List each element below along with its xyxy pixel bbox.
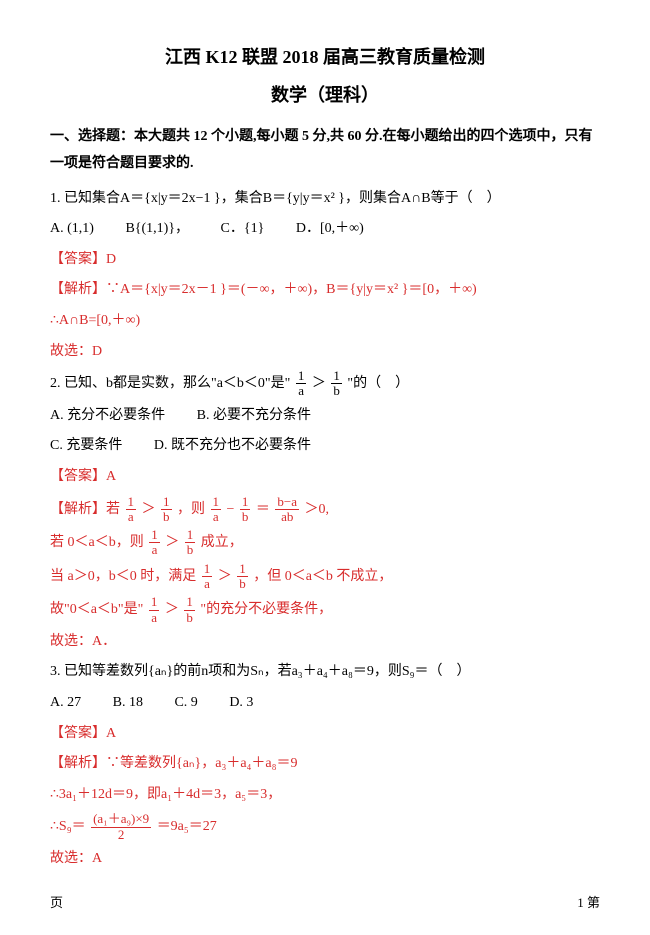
frac-exp3b: 1b (237, 562, 248, 592)
q2-options-row2: C. 充要条件 D. 既不充分也不必要条件 (50, 433, 600, 460)
q1-opt-a: A. (1,1) (50, 216, 94, 243)
q2-opt-c: C. 充要条件 (50, 433, 122, 460)
q1-opt-d: D．[0,＋∞) (296, 216, 364, 243)
q1-explain-1: 【解析】∵A＝{x|y＝2x－1 }＝(－∞，＋∞)，B＝{y|y＝x² }＝[… (50, 277, 600, 304)
section-heading: 一、选择题：本大题共 12 个小题,每小题 5 分,共 60 分.在每小题给出的… (50, 124, 600, 177)
q3-explain-2: ∴3a₁＋12d＝9，即a₁＋4d＝3，a₅＝3， (50, 782, 600, 809)
q1-options: A. (1,1) B{(1,1)}， C．{1} D．[0,＋∞) (50, 216, 600, 243)
footer-right: 1 第 (577, 891, 600, 916)
q3-options: A. 27 B. 18 C. 9 D. 3 (50, 690, 600, 717)
q2-opt-b: B. 必要不充分条件 (197, 403, 311, 430)
q2-stem-a: 2. 已知、b都是实数，那么"a＜b＜0"是" (50, 376, 290, 391)
q3-opt-d: D. 3 (229, 690, 253, 717)
q3-answer: 【答案】A (50, 721, 600, 748)
q2-explain-4: 故"0＜a＜b"是" 1a ＞ 1b "的充分不必要条件， (50, 595, 600, 625)
q2-answer: 【答案】A (50, 464, 600, 491)
q1-explain-3: 故选：D (50, 339, 600, 366)
frac-exp1b: 1b (161, 495, 172, 525)
q1-opt-b: B{(1,1)}， (125, 216, 189, 243)
frac-exp4a: 1a (149, 595, 160, 625)
q3-opt-c: C. 9 (174, 690, 197, 717)
q3-explain-1: 【解析】∵等差数列{aₙ}，a₃＋a₄＋a₈＝9 (50, 751, 600, 778)
title-line-2: 数学（理科） (50, 78, 600, 112)
page-footer: 页 1 第 (50, 891, 600, 916)
q1-opt-c: C．{1} (221, 216, 265, 243)
q2-explain-5: 故选：A． (50, 629, 600, 656)
frac-exp2a: 1a (149, 528, 160, 558)
q1-stem: 1. 已知集合A＝{x|y＝2x−1 }，集合B＝{y|y＝x² }，则集合A∩… (50, 186, 600, 213)
frac-1a: 1a (296, 369, 307, 399)
title-line-1: 江西 K12 联盟 2018 届高三教育质量检测 (50, 40, 600, 74)
q1-answer: 【答案】D (50, 247, 600, 274)
frac-exp1a: 1a (126, 495, 137, 525)
q2-opt-a: A. 充分不必要条件 (50, 403, 165, 430)
frac-exp3a: 1a (202, 562, 213, 592)
frac-diff2: 1b (240, 495, 251, 525)
frac-diff1: 1a (211, 495, 222, 525)
q2-explain-3: 当 a＞0，b＜0 时，满足 1a ＞ 1b ，但 0＜a＜b 不成立， (50, 562, 600, 592)
frac-s9: (a₁＋a₉)×92 (91, 812, 151, 842)
q3-explain-4: 故选：A (50, 846, 600, 873)
q2-stem-b: "的（ ） (347, 376, 409, 391)
q1-explain-2: ∴A∩B=[0,＋∞) (50, 308, 600, 335)
q2-stem: 2. 已知、b都是实数，那么"a＜b＜0"是" 1a ＞ 1b "的（ ） (50, 369, 600, 399)
q3-opt-a: A. 27 (50, 690, 81, 717)
q2-opt-d: D. 既不充分也不必要条件 (154, 433, 311, 460)
q3-stem: 3. 已知等差数列{aₙ}的前n项和为Sₙ，若a₃＋a₄＋a₈＝9，则S₉＝（ … (50, 659, 600, 686)
q2-explain-1: 【解析】若 1a ＞ 1b ，则 1a − 1b ＝ b−aab ＞0, (50, 495, 600, 525)
q2-explain-2: 若 0＜a＜b，则 1a ＞ 1b 成立， (50, 528, 600, 558)
frac-1b: 1b (331, 369, 342, 399)
frac-exp2b: 1b (185, 528, 196, 558)
q3-opt-b: B. 18 (113, 690, 143, 717)
q3-explain-3: ∴S₉＝ (a₁＋a₉)×92 ＝9a₅＝27 (50, 812, 600, 842)
footer-left: 页 (50, 891, 63, 916)
frac-exp4b: 1b (184, 595, 195, 625)
frac-ba-ab: b−aab (275, 495, 299, 525)
q2-options-row1: A. 充分不必要条件 B. 必要不充分条件 (50, 403, 600, 430)
